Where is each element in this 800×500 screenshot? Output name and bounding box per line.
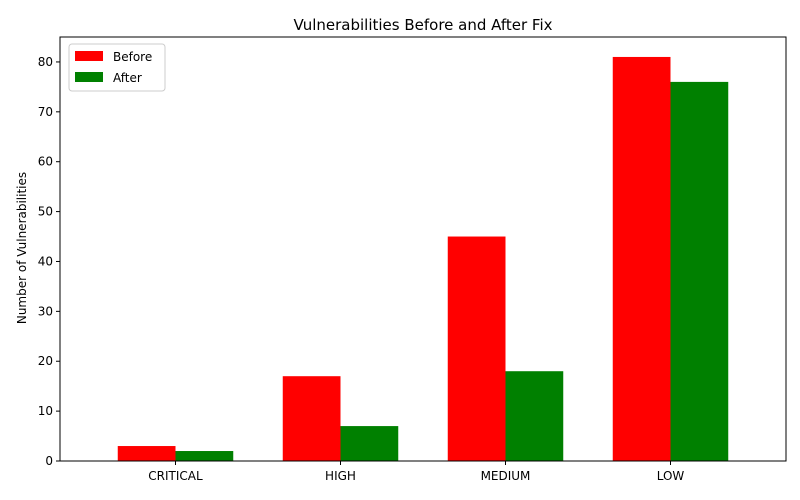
plot-frame xyxy=(59,36,787,462)
y-tick-label: 20 xyxy=(38,354,53,368)
bar-before-high xyxy=(282,376,341,461)
bar-after-high xyxy=(340,426,399,461)
y-tick-label: 30 xyxy=(38,304,53,318)
legend-label-after: After xyxy=(113,71,142,85)
bar-before-medium xyxy=(447,236,506,461)
x-tick-label: LOW xyxy=(657,469,685,483)
x-tick-label: CRITICAL xyxy=(148,469,203,483)
y-tick-label: 60 xyxy=(38,155,53,169)
y-tick-label: 50 xyxy=(38,205,53,219)
plot-area: 0 10 20 30 40 50 60 70 80 CRITICAL HIGH MEDIUM LOW xyxy=(38,55,729,483)
legend-label-before: Before xyxy=(113,50,152,64)
x-tick-label: HIGH xyxy=(325,469,356,483)
bar-after-low xyxy=(670,81,729,462)
bar-before-critical xyxy=(117,446,176,461)
y-tick-label: 40 xyxy=(38,254,53,268)
legend: Before After xyxy=(68,43,166,92)
bar-after-critical xyxy=(175,451,234,461)
y-tick-label: 70 xyxy=(38,105,53,119)
legend-swatch-after xyxy=(75,72,103,82)
y-tick-label: 10 xyxy=(38,404,53,418)
y-axis-label: Number of Vulnerabilities xyxy=(15,172,29,324)
legend-swatch-before xyxy=(75,51,103,61)
x-tick-label: MEDIUM xyxy=(481,469,531,483)
y-tick-label: 0 xyxy=(45,454,53,468)
chart-title: Vulnerabilities Before and After Fix xyxy=(293,16,552,34)
bar-before-low xyxy=(612,56,671,461)
bar-after-medium xyxy=(505,371,564,461)
y-tick-label: 80 xyxy=(38,55,53,69)
